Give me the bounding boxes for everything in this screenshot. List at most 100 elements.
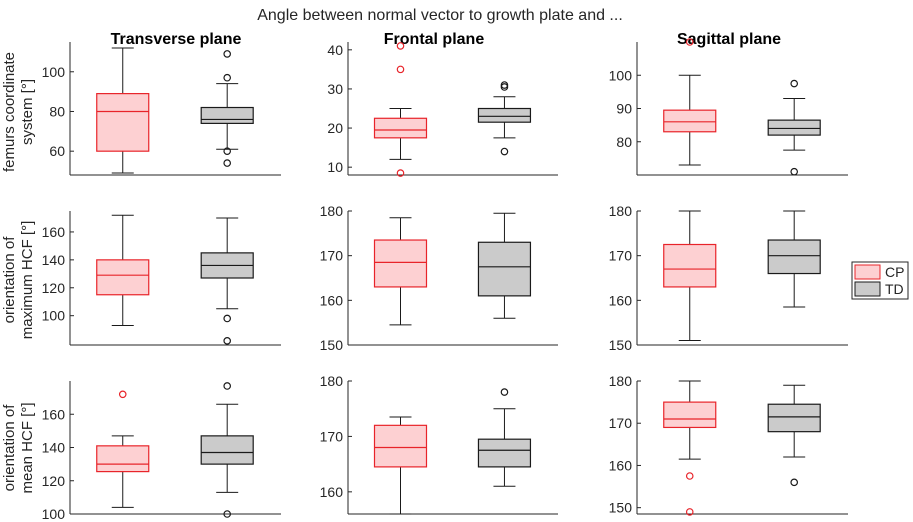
y-tick-label: 100 xyxy=(42,64,66,80)
outlier-point xyxy=(500,81,509,89)
box-iqr xyxy=(663,243,717,288)
panel-r2-c0: 100 120 140 160 xyxy=(42,381,281,522)
box-td xyxy=(477,212,532,319)
outlier-point xyxy=(790,79,798,88)
y-tick-label: 160 xyxy=(609,292,633,308)
y-tick-label: 20 xyxy=(327,120,343,136)
outlier-point xyxy=(223,510,231,518)
box-iqr xyxy=(663,109,717,133)
y-tick-label: 100 xyxy=(609,67,633,83)
y-tick-label: 140 xyxy=(42,252,66,268)
box-td xyxy=(477,388,532,487)
outlier-point xyxy=(685,508,694,516)
box-cp xyxy=(663,210,717,342)
y-tick-label: 160 xyxy=(42,406,66,422)
y-tick-label: 180 xyxy=(320,203,344,219)
box-iqr xyxy=(477,438,532,468)
box-td xyxy=(200,217,254,345)
row-label-line: mean HCF [°] xyxy=(19,402,36,493)
box-iqr xyxy=(200,435,254,465)
y-tick-label: 160 xyxy=(320,292,344,308)
y-tick-label: 80 xyxy=(616,134,632,150)
outlier-point xyxy=(223,382,231,390)
y-tick-label: 60 xyxy=(49,143,65,159)
legend-swatch-td xyxy=(854,281,881,297)
panel-r1-c0: 100 120 140 160 xyxy=(42,211,281,346)
legend-label-cp: CP xyxy=(885,264,904,280)
y-tick-label: 170 xyxy=(609,248,633,264)
outlier-point xyxy=(223,73,231,82)
y-tick-label: 150 xyxy=(609,337,633,353)
box-cp xyxy=(663,38,717,166)
column-title-frontal: Frontal plane xyxy=(384,31,485,48)
box-cp xyxy=(96,47,150,174)
legend: CP TD xyxy=(851,261,909,300)
box-cp xyxy=(96,214,150,326)
legend-label-td: TD xyxy=(885,281,904,297)
box-iqr xyxy=(96,445,150,473)
box-td xyxy=(477,81,532,156)
outlier-point xyxy=(396,42,405,50)
y-tick-label: 170 xyxy=(609,415,633,431)
row-label-femurs: femurs coordinate system [°] xyxy=(1,52,36,172)
y-tick-label: 100 xyxy=(42,308,66,324)
box-iqr xyxy=(373,424,428,468)
y-tick-label: 170 xyxy=(320,248,344,264)
column-title-sagittal: Sagittal plane xyxy=(677,31,781,48)
box-cp xyxy=(663,380,717,516)
outlier-point xyxy=(223,159,231,167)
box-cp xyxy=(373,416,428,515)
box-td xyxy=(200,50,254,167)
row-label-line: femurs coordinate xyxy=(1,52,18,172)
y-tick-label: 90 xyxy=(616,101,632,117)
box-td xyxy=(767,79,821,176)
box-cp xyxy=(373,217,428,326)
panel-r1-c1: 150 160 170 180 xyxy=(320,203,558,353)
y-tick-label: 180 xyxy=(609,203,633,219)
y-tick-label: 120 xyxy=(42,280,66,296)
outlier-point xyxy=(223,50,231,58)
panels: 60 80 100 10 20 30 40 80 90 100 100 120 140 160 150 160… xyxy=(42,38,848,522)
box-td xyxy=(767,384,821,487)
box-cp xyxy=(373,42,428,177)
y-tick-label: 40 xyxy=(327,42,343,58)
box-iqr xyxy=(373,117,428,139)
y-tick-label: 150 xyxy=(609,500,633,516)
outlier-point xyxy=(685,472,694,480)
box-td xyxy=(200,382,254,518)
box-iqr xyxy=(200,106,254,124)
outlier-point xyxy=(223,314,231,323)
row-label-line: orientation of xyxy=(1,404,18,492)
outlier-point xyxy=(790,478,798,487)
box-cp xyxy=(96,390,150,508)
row-label-line: maximum HCF [°] xyxy=(19,221,36,340)
panel-r0-c2: 80 90 100 xyxy=(609,38,848,176)
outlier-point xyxy=(500,147,509,156)
outlier-point xyxy=(396,65,405,74)
outlier-point xyxy=(223,147,231,155)
figure-title: Angle between normal vector to growth pl… xyxy=(257,7,623,24)
y-tick-label: 150 xyxy=(320,337,344,353)
panel-r0-c0: 60 80 100 xyxy=(42,42,281,176)
box-iqr xyxy=(767,119,821,136)
panel-r2-c2: 150 160 170 180 xyxy=(609,373,848,516)
y-tick-label: 80 xyxy=(49,103,65,119)
box-iqr xyxy=(96,259,150,296)
box-iqr xyxy=(477,241,532,297)
outlier-point xyxy=(223,337,231,345)
column-title-transverse: Transverse plane xyxy=(111,31,242,48)
row-label-mean-hcf: orientation of mean HCF [°] xyxy=(1,402,36,493)
panel-r1-c2: 150 160 170 180 xyxy=(609,203,848,353)
panel-r0-c1: 10 20 30 40 xyxy=(327,42,558,177)
y-tick-label: 30 xyxy=(327,81,343,97)
y-tick-label: 180 xyxy=(609,373,633,389)
box-iqr xyxy=(477,107,532,123)
y-tick-label: 160 xyxy=(320,484,344,500)
y-tick-label: 140 xyxy=(42,440,66,456)
y-tick-label: 170 xyxy=(320,428,344,444)
legend-swatch-cp xyxy=(854,264,881,280)
box-iqr xyxy=(767,403,821,433)
panel-r2-c1: 160 170 180 xyxy=(320,373,558,515)
outlier-point xyxy=(500,388,509,396)
outlier-point xyxy=(118,390,127,399)
